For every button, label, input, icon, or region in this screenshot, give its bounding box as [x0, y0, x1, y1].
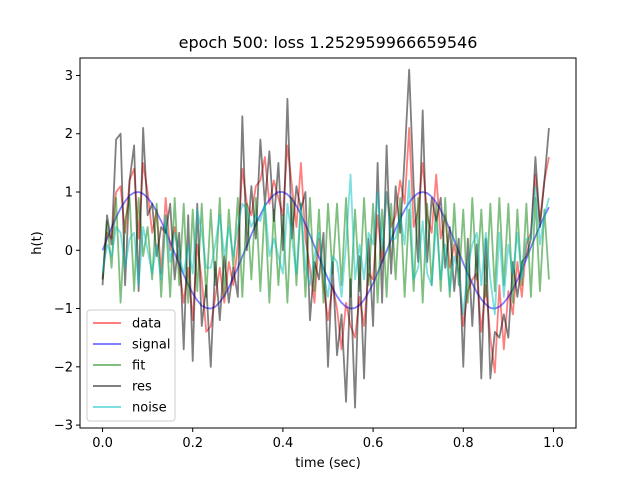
x-tick-label: 0.2: [182, 436, 203, 451]
legend-label-noise: noise: [132, 401, 167, 416]
y-axis-label: h(t): [30, 231, 45, 254]
plot-frame: [79, 57, 577, 429]
legend-label-res: res: [132, 380, 152, 395]
y-tick-label: −3: [54, 419, 73, 434]
legend-label-fit: fit: [132, 359, 145, 374]
y-tick-label: 1: [65, 186, 73, 201]
y-axis: −3 −2 −1 0 1 2 3: [54, 69, 80, 434]
legend-label-data: data: [132, 317, 161, 332]
chart-title: epoch 500: loss 1.252959966659546: [179, 33, 478, 52]
plot-area: 0.0 0.2 0.4 0.6 0.8 1.0 −3 −2 −1 0 1 2 3: [54, 57, 577, 451]
x-tick-label: 0.4: [273, 436, 294, 451]
legend-entries: data signal fit res noise: [93, 317, 170, 416]
y-tick-label: −2: [54, 360, 73, 375]
y-tick-label: 0: [65, 244, 73, 259]
series-line-res: [101, 68, 550, 409]
legend-box: [86, 309, 176, 422]
series-layer: [101, 68, 550, 409]
y-tick-label: 3: [65, 69, 73, 84]
x-axis: 0.0 0.2 0.4 0.6 0.8 1.0: [92, 428, 564, 451]
x-tick-label: 1.0: [543, 436, 564, 451]
y-tick-label: 2: [65, 127, 73, 142]
x-axis-label: time (sec): [295, 456, 361, 471]
legend-label-signal: signal: [132, 338, 170, 353]
x-tick-label: 0.6: [363, 436, 384, 451]
x-tick-label: 0.0: [92, 436, 113, 451]
x-tick-label: 0.8: [453, 436, 474, 451]
series-line-noise: [101, 173, 550, 316]
y-tick-label: −1: [54, 302, 73, 317]
legend: data signal fit res noise: [86, 309, 176, 422]
